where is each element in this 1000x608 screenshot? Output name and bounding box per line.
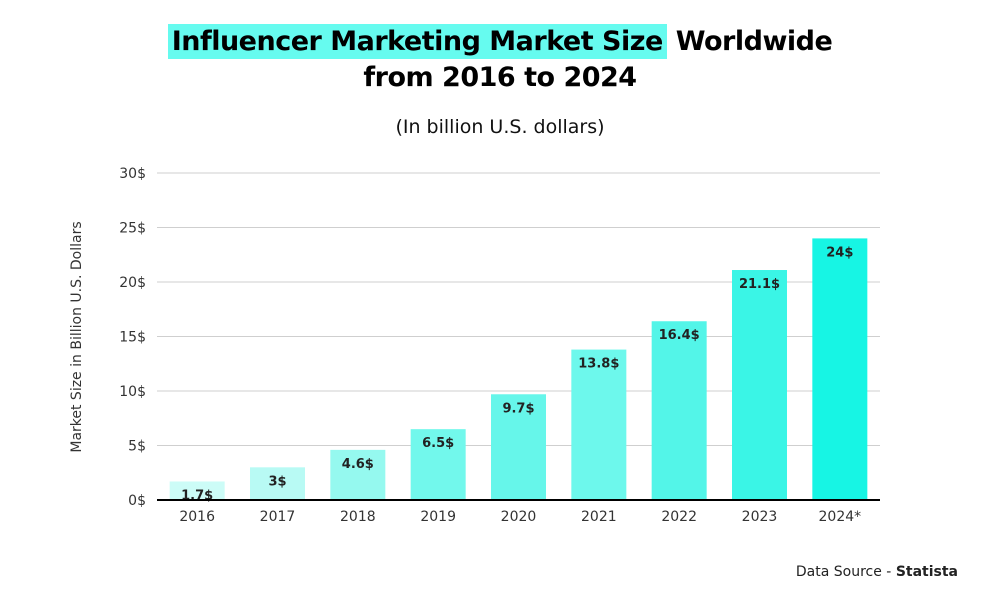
data-label: 6.5$ (422, 436, 454, 451)
bar (732, 270, 787, 500)
data-source: Data Source - Statista (796, 564, 958, 580)
x-tick-label: 2021 (581, 509, 617, 525)
x-tick-label: 2024* (819, 509, 862, 525)
bar (410, 429, 466, 500)
x-tick-label: 2019 (420, 509, 456, 525)
y-tick-label: 10$ (119, 384, 146, 400)
data-label: 1.7$ (181, 488, 213, 503)
x-tick-label: 2016 (179, 509, 215, 525)
data-label: 4.6$ (342, 457, 374, 472)
bar (651, 321, 707, 500)
source-label: Data Source - (795, 564, 896, 580)
x-tick-label: 2023 (742, 509, 778, 525)
x-tick-label: 2017 (260, 509, 296, 525)
data-label: 9.7$ (502, 401, 534, 416)
chart-title: Influencer Marketing Market Size Worldwi… (0, 24, 1000, 59)
bar (491, 394, 546, 500)
bar (169, 481, 225, 500)
y-axis-label: Market Size in Billion U.S. Dollars (69, 221, 85, 452)
y-tick-label: 25$ (119, 221, 146, 237)
chart-title-line2: from 2016 to 2024 (363, 62, 637, 93)
y-tick-label: 5$ (128, 439, 146, 455)
y-tick-label: 30$ (119, 166, 146, 182)
y-tick-label: 0$ (128, 493, 146, 509)
bar (250, 467, 305, 500)
bar (330, 449, 386, 500)
bar (812, 238, 868, 500)
bar (571, 349, 627, 500)
y-tick-label: 15$ (119, 330, 146, 346)
data-label: 24$ (826, 245, 853, 260)
chart-subtitle: (In billion U.S. dollars) (395, 116, 605, 138)
x-tick-label: 2022 (661, 509, 697, 525)
data-label: 13.8$ (578, 357, 619, 372)
x-tick-label: 2020 (501, 509, 537, 525)
title-highlight: Influencer Marketing Market Size (167, 24, 667, 59)
y-tick-label: 20$ (119, 275, 146, 291)
source-name: Statista (895, 564, 958, 580)
title-rest: Worldwide (675, 26, 833, 57)
x-tick-label: 2018 (340, 509, 376, 525)
data-label: 16.4$ (659, 328, 700, 343)
data-label: 3$ (268, 474, 286, 489)
data-label: 21.1$ (739, 277, 780, 292)
